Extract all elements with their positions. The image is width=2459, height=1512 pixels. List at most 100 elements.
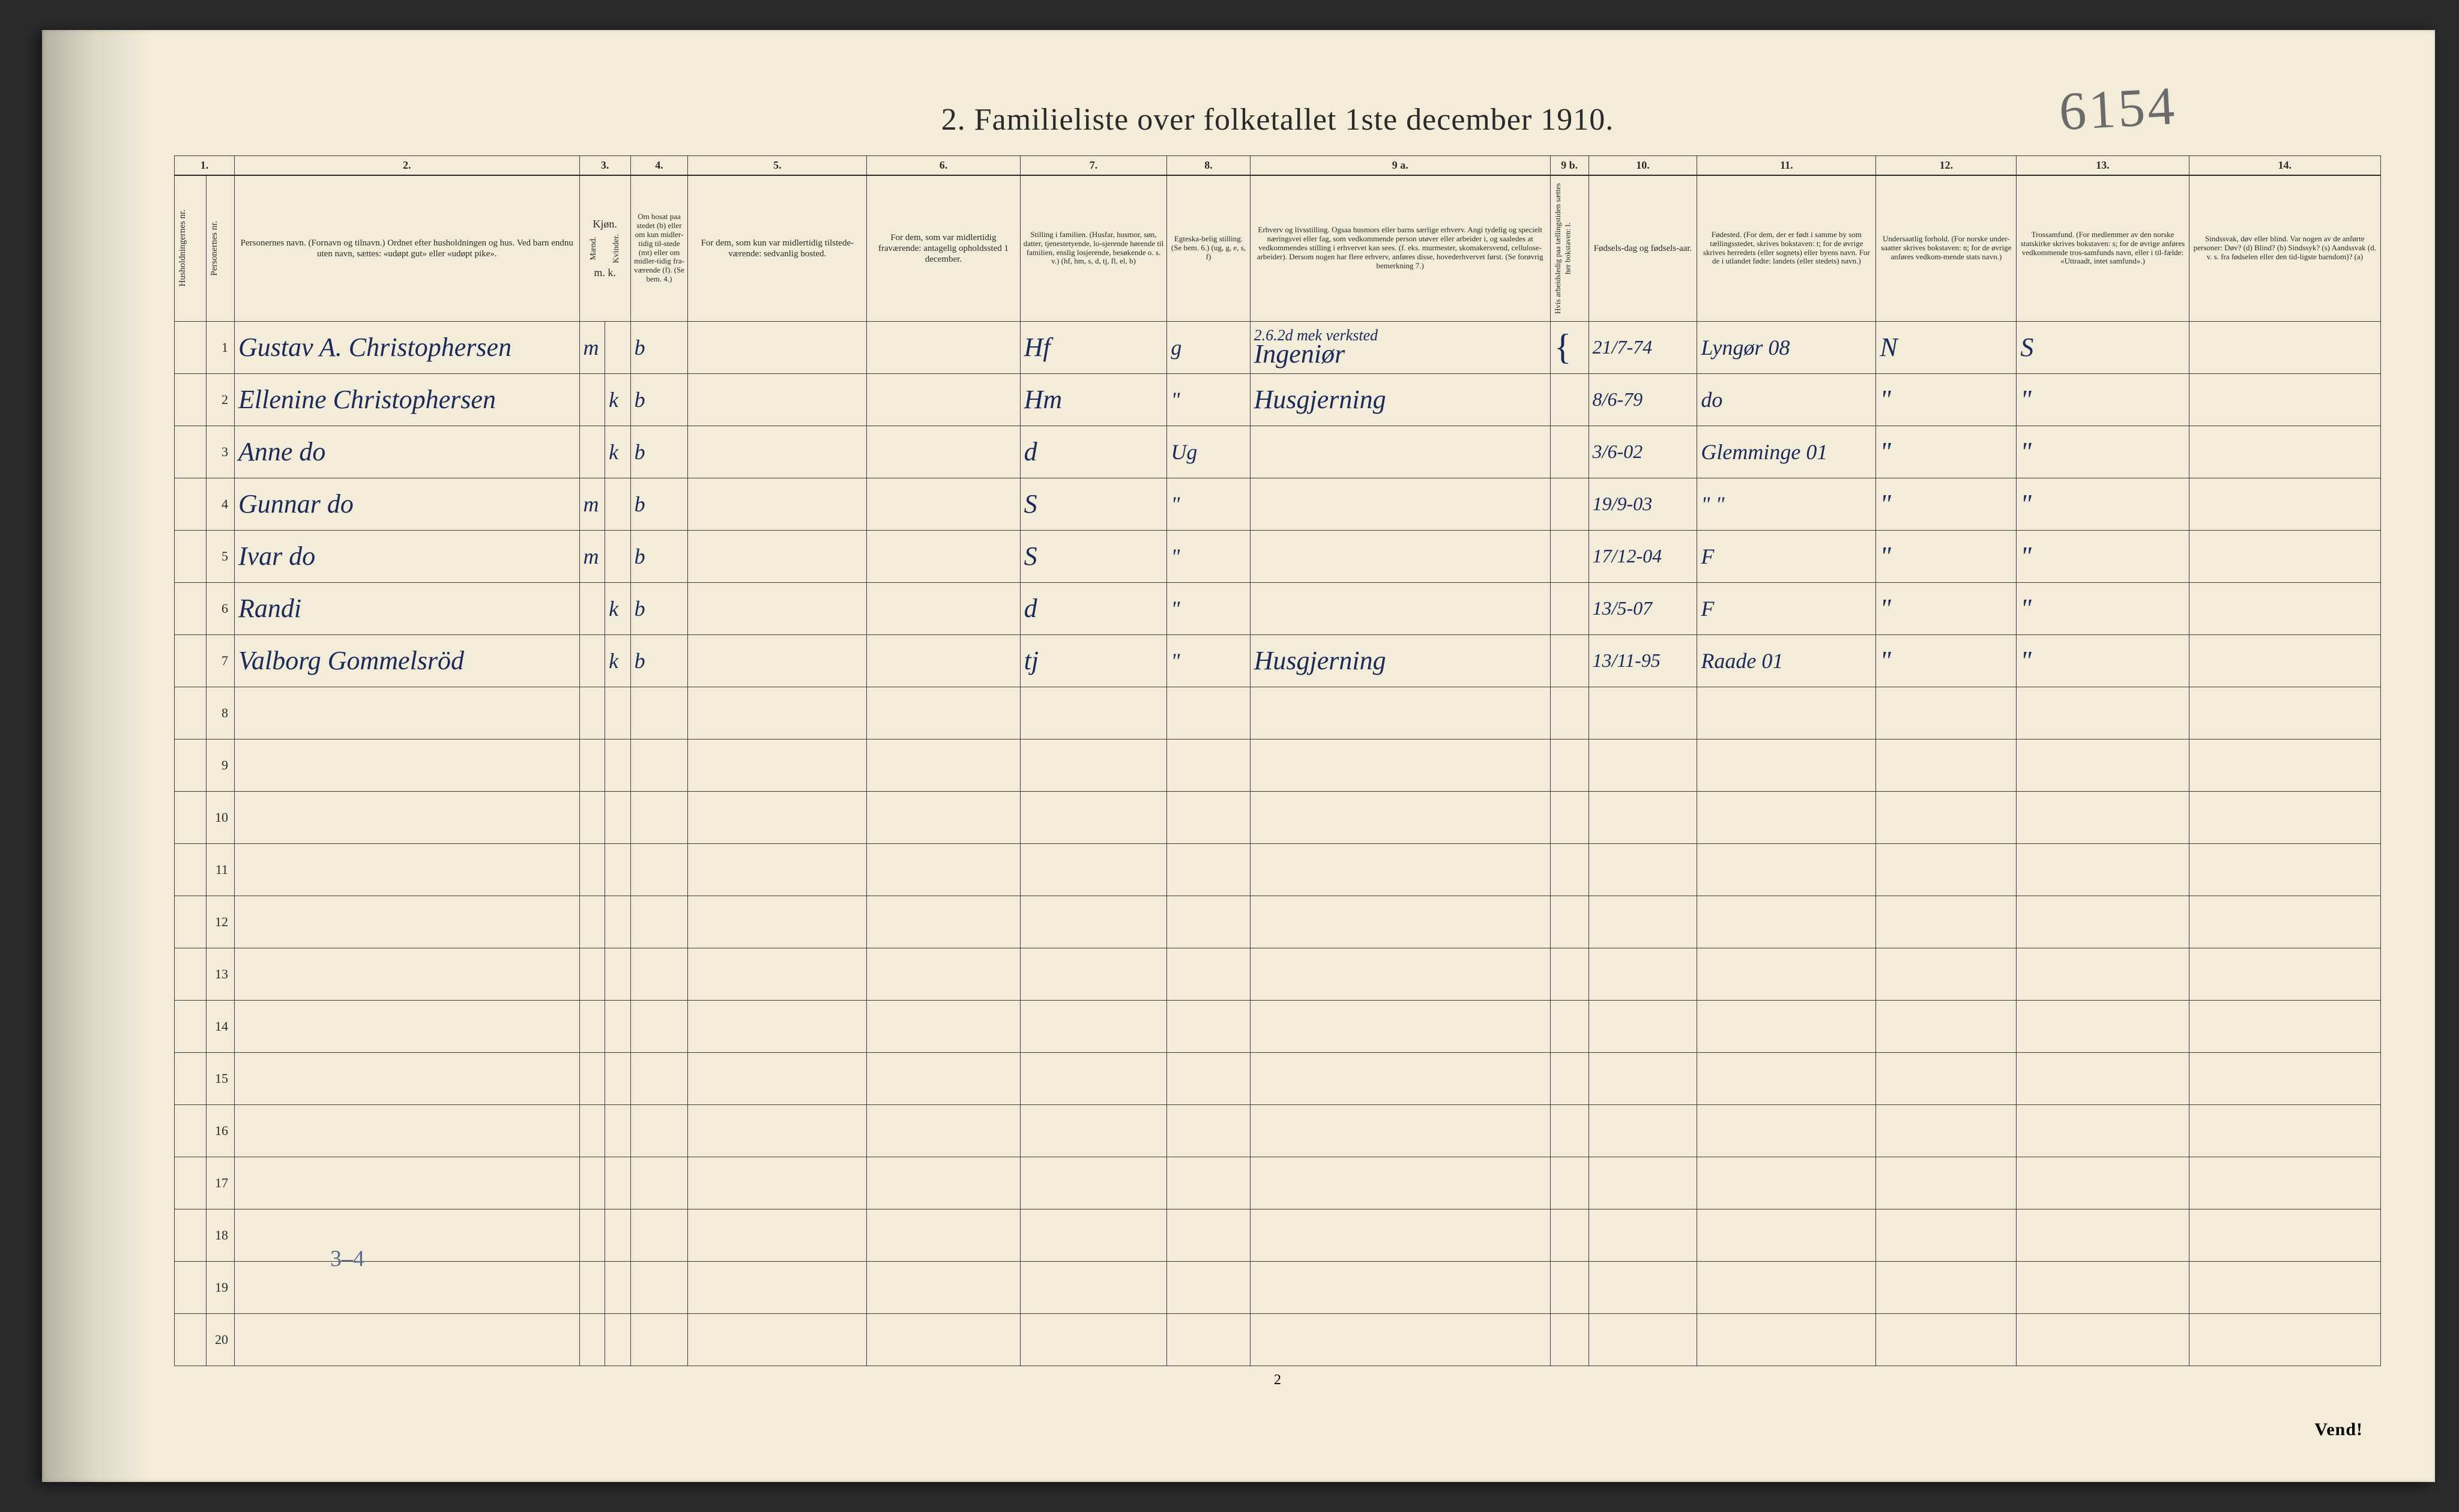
colnum-6: 6. [867, 156, 1020, 175]
cell-religion [2017, 1261, 2189, 1313]
census-table: 1. 2. 3. 4. 5. 6. 7. 8. 9 a. 9 b. 10. 11… [174, 155, 2381, 1366]
cell-birthplace [1697, 687, 1876, 739]
cell-disability [2189, 739, 2380, 791]
header-row: Husholdningernes nr. Personernes nr. Per… [175, 175, 2381, 322]
cell-birthdate [1589, 687, 1697, 739]
cell-occupation [1250, 791, 1550, 843]
cell-household-no [175, 791, 207, 843]
cell-household-no [175, 1157, 207, 1209]
cell-marital: " [1167, 373, 1250, 426]
cell-nationality: " [1876, 530, 2017, 582]
cell-marital [1167, 1261, 1250, 1313]
cell-name: Valborg Gommelsröd [235, 634, 580, 687]
cell-sex-k [605, 687, 631, 739]
cell-nationality: " [1876, 634, 2017, 687]
cell-birthplace: do [1697, 373, 1876, 426]
cell-sex-k [605, 1313, 631, 1366]
hdr-nationality: Undersaatlig forhold. (For norske under-… [1876, 175, 2017, 322]
cell-marital [1167, 739, 1250, 791]
cell-birthplace [1697, 791, 1876, 843]
cell-family-position: d [1020, 426, 1167, 478]
cell-household-no [175, 426, 207, 478]
cell-name [235, 896, 580, 948]
cell-residence: b [630, 582, 688, 634]
cell-residence: b [630, 478, 688, 530]
cell-temp-absent [867, 1157, 1020, 1209]
cell-disability [2189, 582, 2380, 634]
cell-temp-present [688, 687, 867, 739]
cell-birthdate [1589, 1209, 1697, 1261]
cell-religion [2017, 896, 2189, 948]
cell-residence [630, 791, 688, 843]
cell-sex-k [605, 1000, 631, 1052]
cell-temp-present [688, 791, 867, 843]
cell-religion: " [2017, 373, 2189, 426]
hdr-name: Personernes navn. (Fornavn og tilnavn.) … [235, 175, 580, 322]
cell-marital [1167, 1104, 1250, 1157]
table-row: 1Gustav A. ChristophersenmbHfg2.6.2d mek… [175, 321, 2381, 373]
cell-marital [1167, 687, 1250, 739]
cell-unemployed [1550, 1000, 1589, 1052]
cell-occupation [1250, 426, 1550, 478]
table-row: 19 [175, 1261, 2381, 1313]
cell-name: Randi [235, 582, 580, 634]
cell-sex-m [579, 687, 605, 739]
cell-unemployed [1550, 687, 1589, 739]
cell-birthdate [1589, 948, 1697, 1000]
cell-temp-present [688, 478, 867, 530]
cell-sex-k [605, 478, 631, 530]
cell-sex-m [579, 373, 605, 426]
hdr-sex-female: Kvinder. [611, 234, 622, 264]
table-row: 3Anne dokbdUg3/6-02Glemminge 01"" [175, 426, 2381, 478]
cell-birthdate: 8/6-79 [1589, 373, 1697, 426]
cell-birthdate [1589, 1261, 1697, 1313]
cell-nationality [1876, 1104, 2017, 1157]
cell-sex-k [605, 1209, 631, 1261]
cell-household-no [175, 1313, 207, 1366]
cell-birthplace: Raade 01 [1697, 634, 1876, 687]
table-row: 8 [175, 687, 2381, 739]
table-row: 13 [175, 948, 2381, 1000]
cell-family-position [1020, 791, 1167, 843]
cell-birthdate [1589, 1104, 1697, 1157]
cell-person-no: 2 [207, 373, 235, 426]
cell-household-no [175, 478, 207, 530]
cell-residence: b [630, 530, 688, 582]
cell-sex-m [579, 1052, 605, 1104]
document-page: 2. Familieliste over folketallet 1ste de… [42, 30, 2435, 1482]
cell-temp-absent [867, 321, 1020, 373]
colnum-10: 10. [1589, 156, 1697, 175]
hdr-temp-absent: For dem, som var midlertidig fraværende:… [867, 175, 1020, 322]
cell-name [235, 1313, 580, 1366]
cell-residence [630, 948, 688, 1000]
cell-person-no: 4 [207, 478, 235, 530]
cell-name: Gunnar do [235, 478, 580, 530]
cell-unemployed [1550, 373, 1589, 426]
hdr-birthdate: Fødsels-dag og fødsels-aar. [1589, 175, 1697, 322]
cell-occupation [1250, 843, 1550, 896]
cell-temp-present [688, 634, 867, 687]
cell-residence [630, 1104, 688, 1157]
cell-family-position [1020, 739, 1167, 791]
cell-disability [2189, 843, 2380, 896]
cell-household-no [175, 948, 207, 1000]
cell-marital: " [1167, 478, 1250, 530]
cell-sex-m [579, 1261, 605, 1313]
cell-residence [630, 687, 688, 739]
cell-temp-present [688, 426, 867, 478]
cell-sex-m [579, 1313, 605, 1366]
cell-family-position: tj [1020, 634, 1167, 687]
cell-nationality [1876, 1000, 2017, 1052]
colnum-9b: 9 b. [1550, 156, 1589, 175]
cell-birthdate [1589, 739, 1697, 791]
cell-nationality [1876, 1313, 2017, 1366]
cell-family-position [1020, 1313, 1167, 1366]
cell-person-no: 16 [207, 1104, 235, 1157]
cell-unemployed [1550, 1052, 1589, 1104]
cell-disability [2189, 1000, 2380, 1052]
cell-marital [1167, 948, 1250, 1000]
cell-name [235, 843, 580, 896]
cell-unemployed: { [1550, 321, 1589, 373]
cell-sex-k [605, 739, 631, 791]
cell-sex-m [579, 791, 605, 843]
